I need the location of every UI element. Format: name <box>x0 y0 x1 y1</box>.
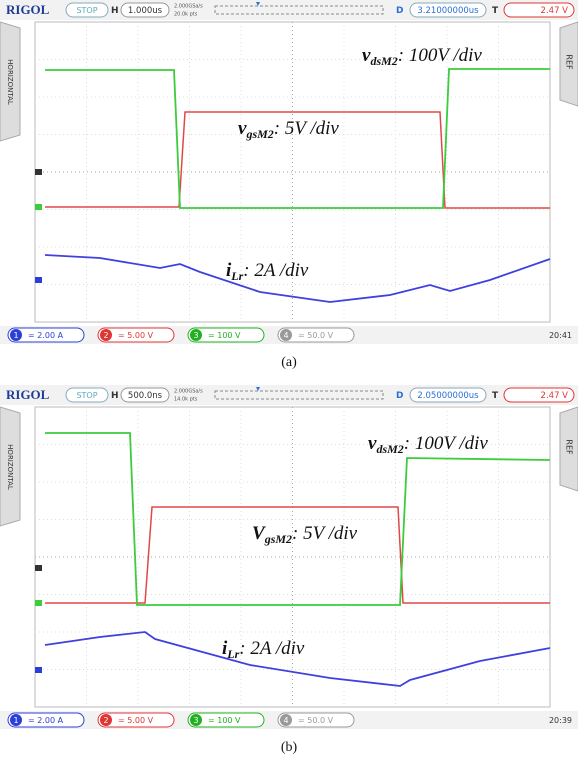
brand: RIGOL <box>6 2 50 17</box>
scope-panel: RIGOL STOP H 1.000us 2.000GSa/s 20.0k pts D 3.2… <box>0 0 578 370</box>
figure: RIGOL STOP H 1.000us 2.000GSa/s 20.0k pts D 3.2… <box>0 0 578 758</box>
label-scale: : 2A /div <box>243 260 309 281</box>
label-subscript: dsM2 <box>370 54 397 68</box>
t-label: T <box>492 391 499 401</box>
trigger-level: 2.47 V <box>541 6 569 16</box>
clock: 20:41 <box>549 331 572 340</box>
channel-marker <box>35 169 42 175</box>
h-label: H <box>111 6 119 16</box>
channel-number: 3 <box>193 331 198 340</box>
label-subscript: Lr <box>230 269 243 283</box>
label-scale: : 2A /div <box>239 638 305 659</box>
label-subscript: dsM2 <box>376 442 403 456</box>
channel-scale: = 5.00 V <box>118 716 154 725</box>
channel-number: 2 <box>103 331 108 340</box>
channel-marker <box>35 565 42 571</box>
side-right: REF <box>565 54 574 70</box>
status: STOP <box>76 6 97 15</box>
side-left: HORIZONTAL <box>6 59 14 105</box>
caption: (b) <box>281 740 298 755</box>
channel-scale: = 100 V <box>208 331 241 340</box>
label-scale: : 5V /div <box>274 118 340 139</box>
label-scale: : 100V /div <box>398 45 483 66</box>
side-right: REF <box>565 439 574 455</box>
d-label: D <box>396 391 403 401</box>
sample-rate: 2.000GSa/s <box>174 389 203 395</box>
points: 14.0k pts <box>174 397 198 403</box>
channel-number: 4 <box>283 331 288 340</box>
trigger-level: 2.47 V <box>541 391 569 401</box>
scope-panel: RIGOL STOP H 500.0ns 2.000GSa/s 14.0k pts D 2.0… <box>0 385 578 755</box>
label-subscript: gsM2 <box>264 532 292 546</box>
channel-marker <box>35 600 42 606</box>
channel-marker <box>35 277 42 283</box>
side-left: HORIZONTAL <box>6 444 14 490</box>
label-scale: : 100V /div <box>404 433 489 454</box>
sample-rate: 2.000GSa/s <box>174 4 203 10</box>
brand: RIGOL <box>6 387 50 402</box>
caption: (a) <box>281 355 297 370</box>
points: 20.0k pts <box>174 12 198 18</box>
d-label: D <box>396 6 403 16</box>
timebase: 1.000us <box>128 6 163 16</box>
channel-scale: = 2.00 A <box>28 331 64 340</box>
channel-number: 2 <box>103 716 108 725</box>
status: STOP <box>76 391 97 400</box>
channel-marker <box>35 204 42 210</box>
label-scale: : 5V /div <box>292 523 358 544</box>
h-label: H <box>111 391 119 401</box>
label-subscript: Lr <box>226 647 239 661</box>
channel-scale: = 50.0 V <box>298 716 334 725</box>
clock: 20:39 <box>549 716 572 725</box>
timebase: 500.0ns <box>128 391 163 401</box>
channel-scale: = 2.00 A <box>28 716 64 725</box>
t-label: T <box>492 6 499 16</box>
channel-number: 3 <box>193 716 198 725</box>
channel-number: 4 <box>283 716 288 725</box>
channel-number: 1 <box>13 331 18 340</box>
channel-scale: = 100 V <box>208 716 241 725</box>
channel-scale: = 50.0 V <box>298 331 334 340</box>
channel-marker <box>35 667 42 673</box>
channel-scale: = 5.00 V <box>118 331 154 340</box>
channel-number: 1 <box>13 716 18 725</box>
delay: 3.21000000us <box>417 6 479 16</box>
delay: 2.05000000us <box>417 391 479 401</box>
label-subscript: gsM2 <box>245 127 273 141</box>
